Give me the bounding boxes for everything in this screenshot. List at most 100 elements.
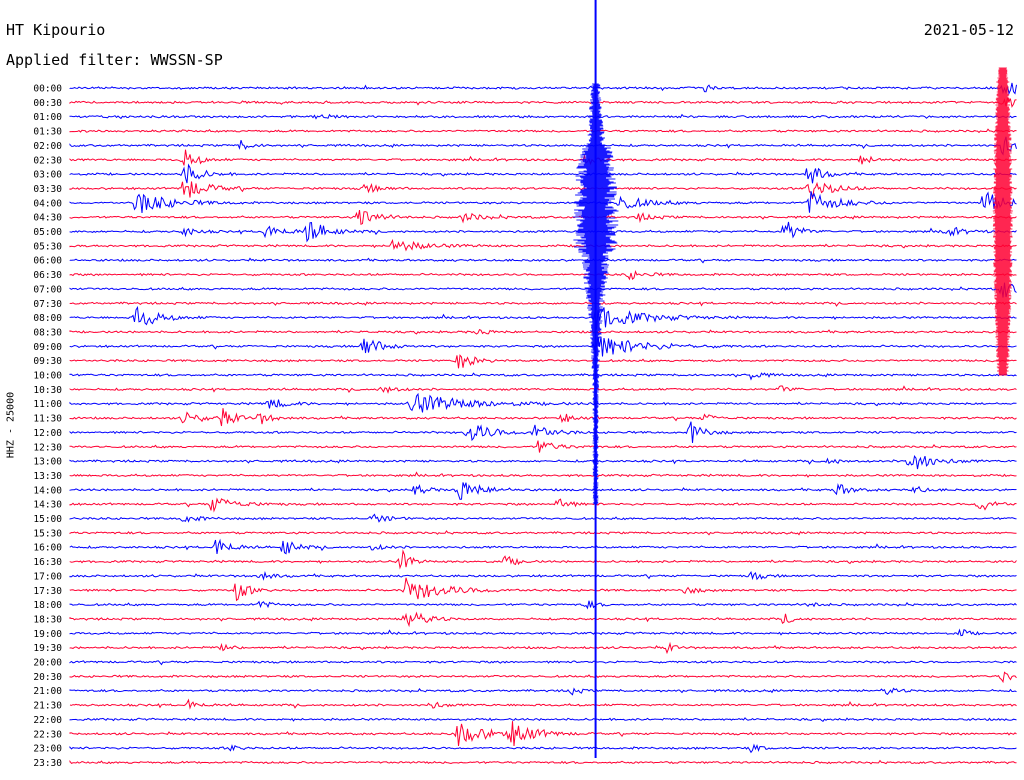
row-tick-label: 04:00 xyxy=(33,198,62,209)
row-tick-label: 01:00 xyxy=(33,112,62,123)
row-tick-label: 16:30 xyxy=(33,557,62,568)
row-tick-label: 04:30 xyxy=(33,213,62,224)
trace-row xyxy=(69,257,1017,264)
row-tick-label: 13:00 xyxy=(33,457,62,468)
row-tick-label: 07:30 xyxy=(33,299,62,310)
row-tick-label: 16:00 xyxy=(33,543,62,554)
row-tick-label: 09:30 xyxy=(33,356,62,367)
trace-row xyxy=(69,497,1017,513)
trace-row xyxy=(69,181,1017,200)
trace-row xyxy=(69,301,1017,307)
trace-row xyxy=(69,305,1017,330)
trace-row xyxy=(69,354,1017,369)
trace-row xyxy=(69,136,1017,156)
trace-row xyxy=(69,641,1017,655)
trace-row xyxy=(69,549,1017,570)
row-tick-label: 22:00 xyxy=(33,715,62,726)
row-tick-label: 23:00 xyxy=(33,744,62,755)
trace-row xyxy=(69,392,1017,413)
row-tick-label: 17:00 xyxy=(33,571,62,582)
trace-row xyxy=(69,336,1017,357)
trace-row xyxy=(69,408,1017,427)
trace-row xyxy=(69,210,1017,226)
trace-row xyxy=(69,238,1017,252)
trace-row xyxy=(69,113,1017,120)
trace-row xyxy=(69,698,1017,710)
row-tick-label: 05:00 xyxy=(33,227,62,238)
row-tick-label: 20:30 xyxy=(33,672,62,683)
trace-row xyxy=(69,538,1017,555)
trace-row xyxy=(69,82,1017,95)
row-tick-label: 14:00 xyxy=(33,485,62,496)
trace-row xyxy=(69,570,1017,581)
row-tick-label: 03:30 xyxy=(33,184,62,195)
row-tick-label: 00:00 xyxy=(33,84,62,95)
trace-row xyxy=(69,128,1017,134)
trace-row xyxy=(69,482,1017,500)
trace-row xyxy=(69,149,1017,166)
row-tick-label: 06:00 xyxy=(33,256,62,267)
row-tick-label: 18:30 xyxy=(33,614,62,625)
filter-label: Applied filter: WWSSN-SP xyxy=(6,51,223,69)
row-tick-label: 17:30 xyxy=(33,586,62,597)
row-tick-label: 21:30 xyxy=(33,701,62,712)
trace-row xyxy=(69,282,1017,298)
row-tick-label: 19:30 xyxy=(33,643,62,654)
trace-row xyxy=(69,759,1017,765)
row-tick-label: 08:00 xyxy=(33,313,62,324)
row-tick-label: 10:30 xyxy=(33,385,62,396)
row-tick-label: 12:30 xyxy=(33,442,62,453)
row-tick-label: 11:00 xyxy=(33,399,62,410)
trace-row xyxy=(69,530,1017,536)
row-tick-label: 07:00 xyxy=(33,284,62,295)
trace-row xyxy=(69,385,1017,394)
row-tick-label: 02:30 xyxy=(33,155,62,166)
trace-row xyxy=(69,671,1017,684)
trace-row xyxy=(69,660,1017,666)
row-tick-label: 10:00 xyxy=(33,371,62,382)
row-tick-label: 15:30 xyxy=(33,528,62,539)
row-tick-label: 18:00 xyxy=(33,600,62,611)
trace-row xyxy=(69,221,1017,243)
row-tick-label: 02:00 xyxy=(33,141,62,152)
row-tick-label: 15:00 xyxy=(33,514,62,525)
row-tick-label: 11:30 xyxy=(33,414,62,425)
trace-row xyxy=(69,440,1017,453)
trace-row xyxy=(69,611,1017,628)
trace-row xyxy=(69,513,1017,523)
right-edge-event xyxy=(992,67,1013,376)
row-tick-label: 09:00 xyxy=(33,342,62,353)
row-tick-label: 06:30 xyxy=(33,270,62,281)
trace-row xyxy=(69,163,1017,184)
row-tick-label: 03:00 xyxy=(33,170,62,181)
trace-row xyxy=(69,372,1017,381)
row-tick-label: 19:00 xyxy=(33,629,62,640)
trace-row xyxy=(69,721,1017,747)
row-tick-label: 14:30 xyxy=(33,500,62,511)
trace-row xyxy=(69,191,1017,213)
row-tick-label: 22:30 xyxy=(33,729,62,740)
trace-row xyxy=(69,329,1017,335)
trace-row xyxy=(69,471,1017,478)
row-tick-label: 20:00 xyxy=(33,658,62,669)
row-tick-label: 21:00 xyxy=(33,686,62,697)
row-tick-label: 00:30 xyxy=(33,98,62,109)
row-tick-label: 08:30 xyxy=(33,327,62,338)
date-label: 2021-05-12 xyxy=(923,21,1014,39)
row-tick-label: 23:30 xyxy=(33,758,62,769)
trace-row xyxy=(69,717,1017,722)
trace-row xyxy=(69,599,1017,610)
row-tick-label: 12:00 xyxy=(33,428,62,439)
trace-row xyxy=(69,421,1017,443)
row-tick-label: 13:30 xyxy=(33,471,62,482)
trace-row xyxy=(69,743,1017,754)
row-tick-label: 01:30 xyxy=(33,127,62,138)
station-title: HT Kipourio xyxy=(6,21,106,39)
row-tick-label: 05:30 xyxy=(33,241,62,252)
trace-row xyxy=(69,96,1017,108)
trace-row xyxy=(69,454,1017,470)
trace-row xyxy=(69,628,1017,637)
trace-row xyxy=(69,269,1017,281)
trace-row xyxy=(69,687,1017,696)
